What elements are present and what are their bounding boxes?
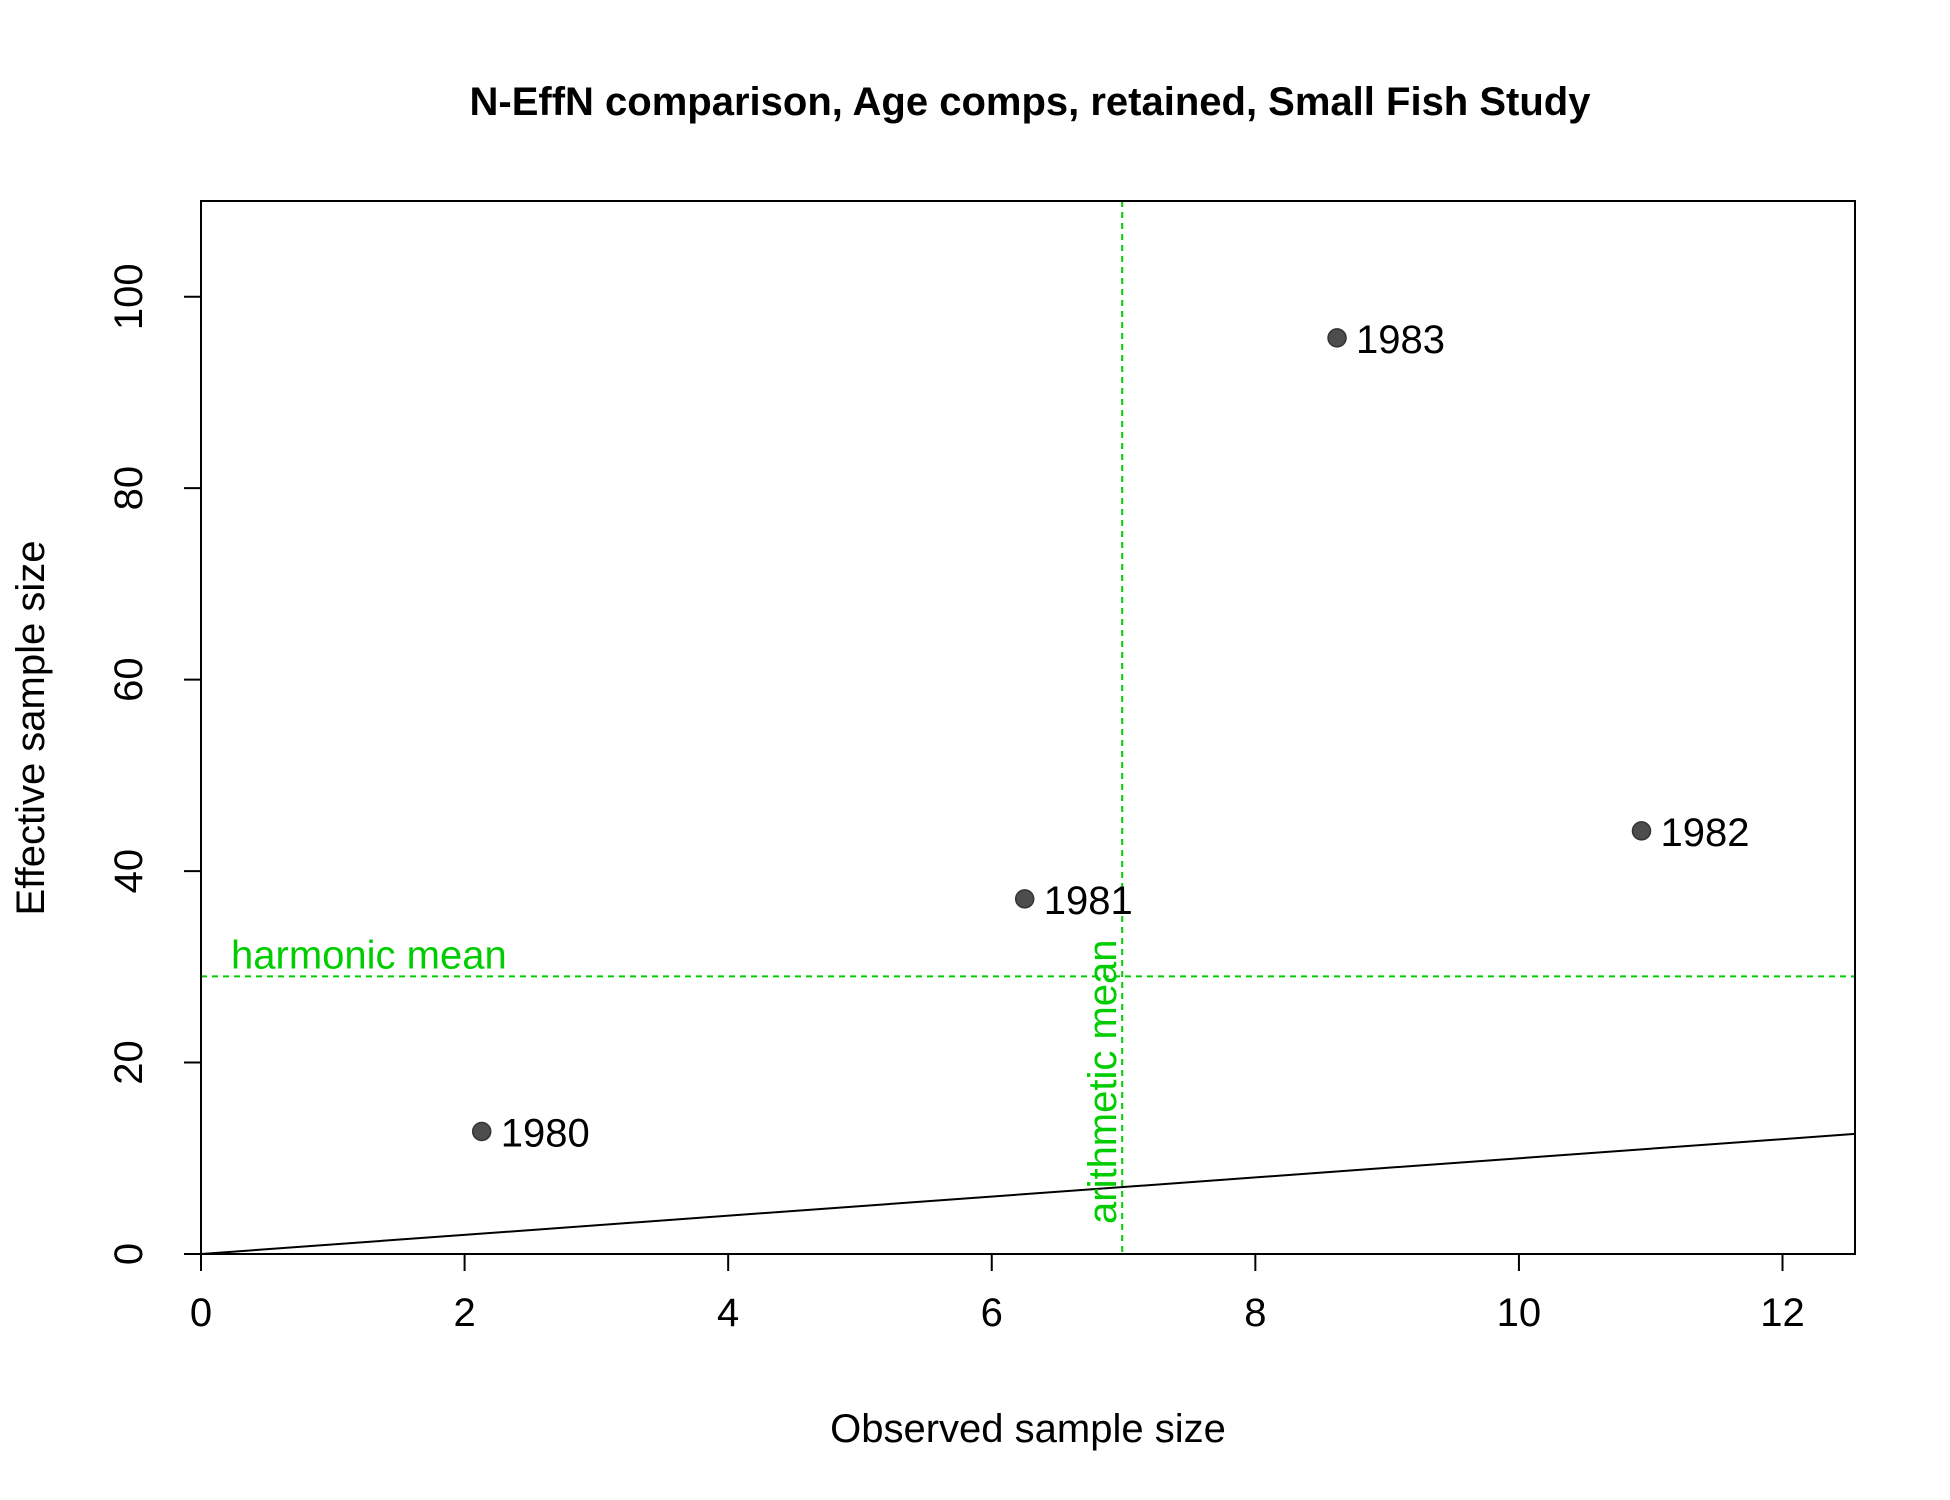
- one-to-one-line: [201, 1132, 1855, 1254]
- y-tick-label: 0: [107, 1243, 151, 1265]
- y-tick-label: 20: [107, 1040, 151, 1085]
- data-point: [471, 1121, 492, 1142]
- y-tick-label: 80: [107, 466, 151, 511]
- x-tick-label: 6: [981, 1291, 1003, 1335]
- harmonic-mean-label: harmonic mean: [231, 933, 507, 977]
- y-tick-label: 100: [107, 263, 151, 330]
- x-axis: 0 2 4 6 8 10 12: [190, 1253, 1805, 1335]
- data-point-label: 1981: [1044, 879, 1133, 923]
- data-points: 1980 1981 1982 1983: [471, 318, 1749, 1155]
- x-tick-label: 4: [717, 1291, 739, 1335]
- plot-frame: [200, 200, 1856, 1255]
- data-point: [1631, 821, 1652, 841]
- x-axis-label: Observed sample size: [830, 1407, 1226, 1451]
- x-tick-label: 2: [453, 1291, 475, 1335]
- data-point-label: 1982: [1660, 811, 1749, 855]
- y-tick-label: 40: [107, 849, 151, 894]
- y-tick-label: 60: [107, 657, 151, 702]
- data-point-label: 1983: [1356, 318, 1445, 362]
- x-tick-label: 0: [190, 1291, 212, 1335]
- y-axis: 0 20 40 60 80 100: [107, 263, 202, 1265]
- plot-area: harmonic mean arithmetic mean 1980198119…: [200, 200, 1856, 1255]
- data-point: [1014, 889, 1035, 909]
- x-tick-label: 10: [1497, 1291, 1542, 1335]
- arithmetic-mean-label: arithmetic mean: [1081, 939, 1125, 1224]
- x-tick-label: 12: [1760, 1291, 1805, 1335]
- x-tick-label: 8: [1244, 1291, 1266, 1335]
- data-point-label: 1980: [501, 1111, 590, 1155]
- chart-title: N-EffN comparison, Age comps, retained, …: [470, 80, 1592, 124]
- data-point: [1327, 328, 1347, 348]
- y-axis-label: Effective sample size: [9, 541, 53, 916]
